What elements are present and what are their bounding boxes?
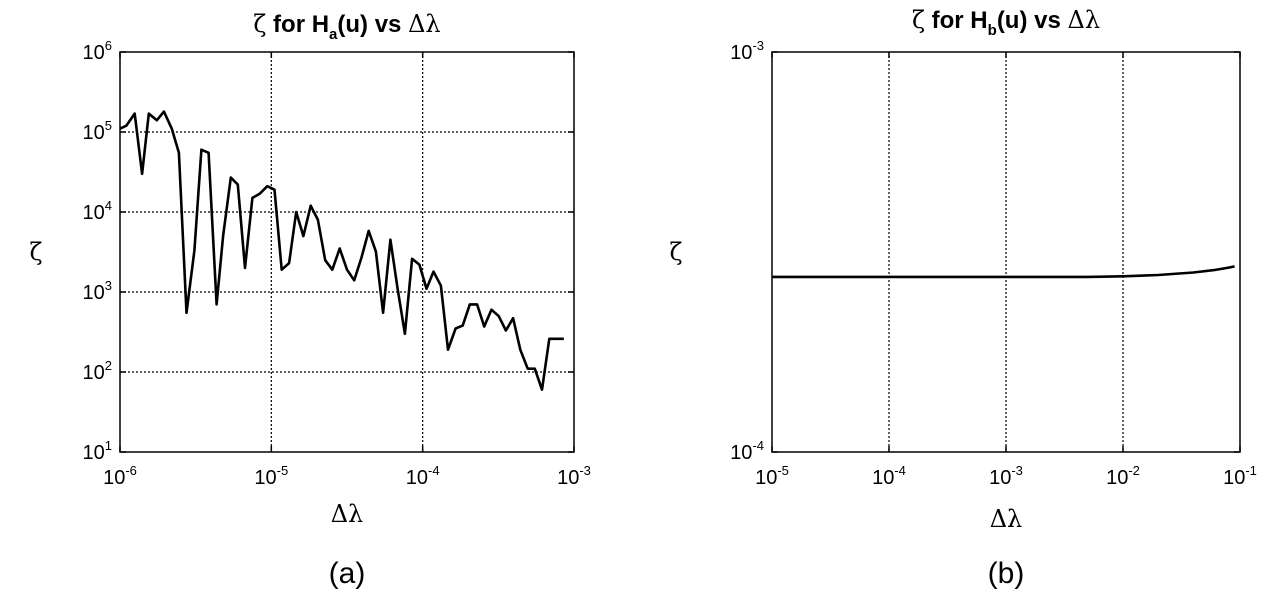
x-tick-label: 10-4 [406, 463, 440, 489]
y-tick-label: 106 [83, 38, 112, 64]
axes-frame [771, 51, 1241, 453]
y-axis-label: ζ [29, 238, 42, 266]
y-tick-label: 102 [83, 358, 112, 384]
chart-title: ζ for Ha(u) vs Δλ [253, 10, 440, 43]
x-tick-label: 10-6 [103, 463, 137, 489]
x-tick-label: 10-5 [755, 463, 789, 489]
x-axis-label: Δλ [990, 505, 1023, 533]
y-tick-label: 10-3 [730, 38, 764, 64]
x-tick-label: 10-2 [1106, 463, 1140, 489]
axes-frame [119, 51, 575, 453]
y-tick-label: 104 [83, 198, 112, 224]
x-tick-label: 10-3 [989, 463, 1023, 489]
panel-caption: (a) [329, 557, 366, 590]
series-line [119, 110, 564, 392]
chart-b: 10-5 10-4 10-3 10-2 10-110-410-3ζ for Hb(u) … [669, 6, 1256, 590]
chart-title: ζ for Hb(u) vs Δλ [912, 6, 1100, 39]
y-tick-label: 105 [83, 118, 112, 144]
chart-a: 10-6 10-5 10-4 10-3 101 102 103 104 105 106 ζ for … [29, 10, 590, 590]
x-axis-label: Δλ [331, 500, 364, 528]
x-tick-label: 10-5 [254, 463, 288, 489]
panel-caption: (b) [988, 557, 1025, 590]
x-tick-label: 10-4 [872, 463, 906, 489]
x-tick-label: 10-3 [557, 463, 591, 489]
x-tick-label: 10-1 [1223, 463, 1257, 489]
y-tick-label: 103 [83, 278, 112, 304]
plot-area [120, 52, 574, 452]
y-tick-label: 101 [83, 438, 112, 464]
y-axis-label: ζ [669, 238, 682, 266]
y-tick-label: 10-4 [730, 438, 764, 464]
series-line [772, 265, 1235, 279]
